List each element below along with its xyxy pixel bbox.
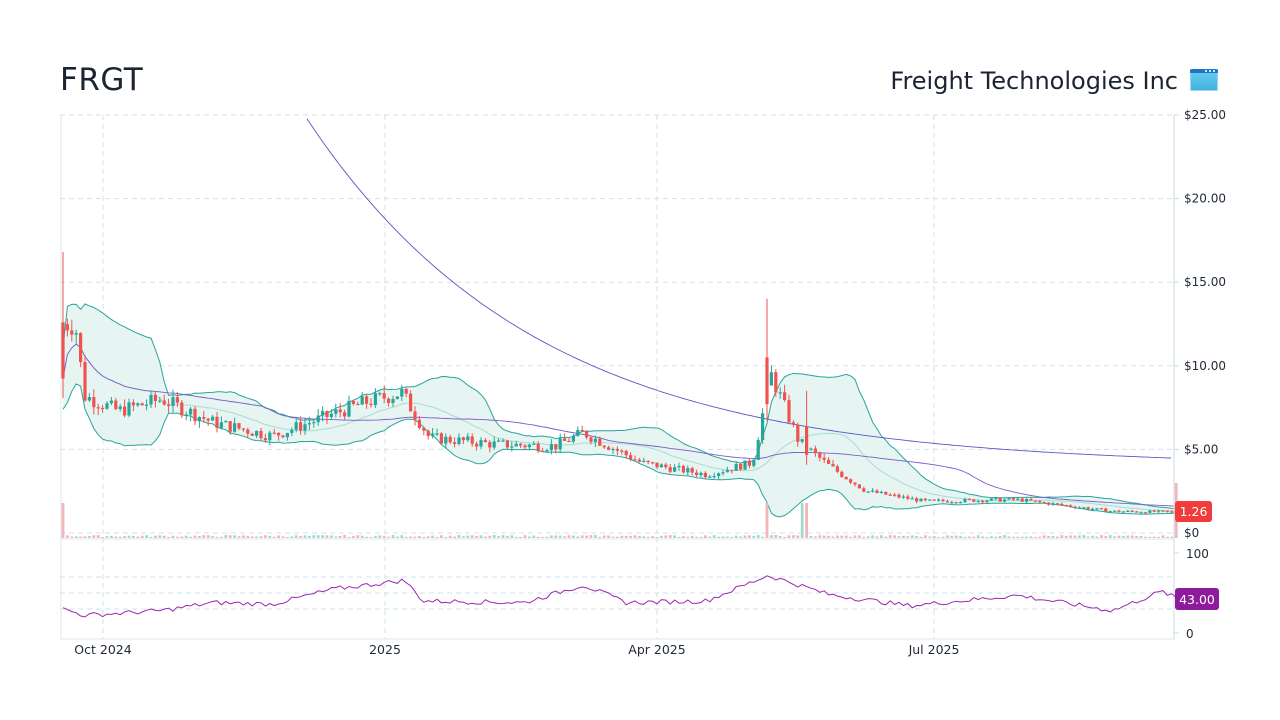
time-tick-label: Oct 2024 bbox=[74, 642, 131, 657]
rsi-current-value: 43.00 bbox=[1179, 592, 1215, 607]
rsi-axis-labels: 0 100 bbox=[1174, 547, 1209, 641]
candlesticks bbox=[61, 252, 1178, 514]
rsi-tick-label: 0 bbox=[1186, 627, 1194, 641]
price-tick-label: $10.00 bbox=[1184, 359, 1226, 373]
time-tick-label: Apr 2025 bbox=[628, 642, 685, 657]
volume-bars bbox=[61, 483, 1178, 538]
rsi-line bbox=[62, 575, 1177, 618]
ticker-symbol: FRGT bbox=[60, 62, 144, 98]
last-price-badge: 1.26 bbox=[1175, 501, 1212, 522]
time-tick-label: 2025 bbox=[369, 642, 401, 657]
bollinger-upper-line bbox=[62, 303, 1177, 510]
price-tick-label: $15.00 bbox=[1184, 275, 1226, 289]
time-tick-label: Jul 2025 bbox=[908, 642, 960, 657]
time-axis-labels: Oct 2024 2025 Apr 2025 Jul 2025 bbox=[74, 642, 959, 657]
app-window-icon bbox=[1190, 69, 1218, 91]
company-name: Freight Technologies Inc bbox=[890, 67, 1178, 95]
rsi-value-badge: 43.00 bbox=[1175, 588, 1219, 610]
short-moving-average-line bbox=[62, 343, 1177, 507]
chart-grid bbox=[60, 114, 1174, 639]
price-tick-label: $5.00 bbox=[1184, 442, 1218, 456]
long-moving-average-line bbox=[306, 118, 1172, 459]
last-price-value: 1.26 bbox=[1180, 504, 1208, 519]
price-tick-label: $25.00 bbox=[1184, 108, 1226, 122]
bollinger-band-fill bbox=[63, 303, 1177, 517]
price-tick-label: $0 bbox=[1184, 526, 1199, 540]
price-axis-labels: $0 $5.00 $10.00 $15.00 $20.00 $25.00 bbox=[1174, 108, 1226, 540]
price-tick-label: $20.00 bbox=[1184, 192, 1226, 206]
bollinger-lower-line bbox=[62, 383, 1177, 518]
rsi-tick-label: 100 bbox=[1186, 547, 1209, 561]
